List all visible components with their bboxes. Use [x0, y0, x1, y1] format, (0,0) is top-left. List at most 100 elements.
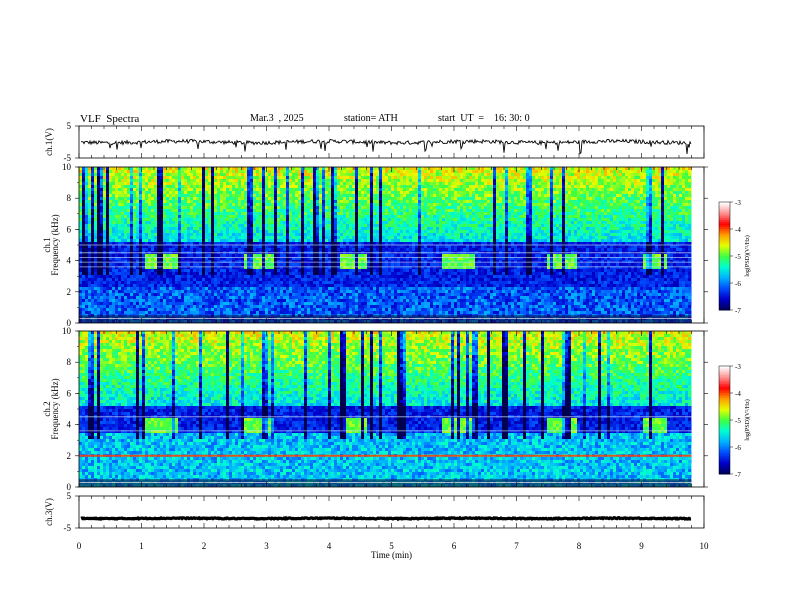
ch1-spectrogram-cell [112, 173, 115, 176]
ch1-spectrogram-cell [148, 170, 151, 173]
ch1-spectrogram-cell [124, 308, 127, 311]
ch1-spectrogram-cell [136, 263, 139, 266]
ch1-spectrogram-cell [193, 305, 196, 308]
ch1-spectrogram-cell [184, 209, 187, 212]
ch1-spectrogram-cell [115, 197, 118, 200]
ch1-spectrogram-cell [118, 266, 121, 269]
ch1-spectrogram-cell [115, 299, 118, 302]
ch1-spectrogram-cell [124, 188, 127, 191]
ch1-spectrogram-cell [319, 230, 322, 233]
ch1-spectrogram-cell [160, 254, 163, 257]
ch1-spectrogram-cell [106, 206, 109, 209]
ch1-spectrogram-cell [151, 233, 154, 236]
ch1-spectrogram-cell [253, 185, 256, 188]
ch1-spectrogram-cell [256, 260, 259, 263]
ch1-spectrogram-cell [193, 185, 196, 188]
ch1-spectrogram-cell [283, 179, 286, 182]
ch1-spectrogram-cell [358, 221, 361, 224]
ch1-spectrogram-cell [271, 209, 274, 212]
ch1-spectrogram-cell [286, 236, 289, 239]
ch1-spectrogram-cell [205, 230, 208, 233]
ch1-spectrogram-cell [292, 191, 295, 194]
ch1-spectrogram-cell [160, 209, 163, 212]
ch1-spectrogram-cell [172, 167, 175, 170]
ch1-spectrogram-cell [193, 230, 196, 233]
ch1-spectrogram-cell [145, 281, 148, 284]
ch1-spectrogram-cell [343, 215, 346, 218]
ch1-spectrogram-cell [328, 233, 331, 236]
ch1-spectrogram-cell [166, 281, 169, 284]
ch1-spectrogram-cell [109, 215, 112, 218]
ch1-spectrogram-cell [229, 242, 232, 245]
ch1-spectrogram-cell [175, 188, 178, 191]
ch1-spectrogram-cell [151, 173, 154, 176]
ch1-spectrogram-cell [340, 200, 343, 203]
ch1-spectrogram-cell [274, 278, 277, 281]
ch1-spectrogram-cell [166, 305, 169, 308]
ch1-waveform-ylabel: ch.1(V) [44, 128, 54, 156]
ch1-spectrogram-cell [103, 287, 106, 290]
ch1-spectrogram-cell [307, 287, 310, 290]
ch1-spectrogram-cell [241, 212, 244, 215]
ch1-spectrogram-cell [241, 254, 244, 257]
ch1-spectrogram-cell [130, 254, 133, 257]
ch1-spectrogram-cell [181, 281, 184, 284]
ch1-spectrogram-cell [100, 176, 103, 179]
ch1-spectrogram-cell [130, 170, 133, 173]
ch1-spectrogram-cell [364, 257, 367, 260]
ch1-spectrogram-cell [361, 203, 364, 206]
ch1-spectrogram-cell [214, 203, 217, 206]
ch1-spectrogram-cell [295, 272, 298, 275]
ch1-spectrogram-cell [274, 281, 277, 284]
ch1-spectrogram-cell [139, 272, 142, 275]
ch1-spectrogram-cell [226, 203, 229, 206]
ch1-spectrogram-cell [91, 305, 94, 308]
ch1-spectrogram-cell [217, 239, 220, 242]
ch1-spectrogram-cell [190, 182, 193, 185]
ch1-spectrogram-cell [274, 299, 277, 302]
ch1-spectrogram-cell [100, 302, 103, 305]
ch1-spectrogram-cell [334, 257, 337, 260]
ch1-spectrogram-cell [172, 179, 175, 182]
ch1-spectrogram-cell [235, 233, 238, 236]
ch1-spectrogram-cell [349, 185, 352, 188]
ch1-spectrogram-cell [247, 221, 250, 224]
ch1-spectrogram-cell [85, 287, 88, 290]
ch1-spectrogram-cell [292, 230, 295, 233]
ch1-spectrogram-cell [88, 257, 91, 260]
ch1-spectrogram-cell [241, 311, 244, 314]
ch1-spectrogram-cell [97, 215, 100, 218]
ch1-spectrogram-cell [94, 173, 97, 176]
ch1-spectrogram-cell [352, 206, 355, 209]
ch1-spectrogram-cell [244, 197, 247, 200]
ch1-spectrogram-cell [271, 266, 274, 269]
ch1-spectrogram-cell [160, 182, 163, 185]
ch1-spectrogram-cell [313, 170, 316, 173]
ch1-spectrogram-cell [142, 188, 145, 191]
ch1-spectrogram-cell [196, 239, 199, 242]
ch1-spectrogram-cell [181, 191, 184, 194]
ch1-spectrogram-cell [163, 263, 166, 266]
ch1-spectrogram-cell [364, 260, 367, 263]
ch1-spectrogram-cell [232, 221, 235, 224]
ch1-spectrogram-cell [139, 197, 142, 200]
ch1-spectrogram-cell [301, 212, 304, 215]
ch1-spectrogram-cell [322, 197, 325, 200]
ch1-spectrogram-cell [139, 305, 142, 308]
ch1-spectrogram-cell [139, 221, 142, 224]
ch1-spectrogram-cell [292, 206, 295, 209]
ch1-spectrogram-cell [151, 197, 154, 200]
ch1-spectrogram-cell [286, 212, 289, 215]
ch1-spectrogram-cell [289, 290, 292, 293]
ch1-spectrogram-cell [97, 305, 100, 308]
ch1-spectrogram-cell [244, 185, 247, 188]
ch1-spectrogram-cell [175, 242, 178, 245]
ch1-spectrogram-cell [334, 182, 337, 185]
ch1-spectrogram-cell [355, 230, 358, 233]
ch1-spectrogram-cell [265, 224, 268, 227]
ch1-spectrogram-cell [277, 221, 280, 224]
ch1-spectrogram-cell [154, 239, 157, 242]
ch1-spectrogram-cell [289, 200, 292, 203]
ch1-spectrogram-cell [334, 203, 337, 206]
ch1-spectrogram-cell [160, 287, 163, 290]
